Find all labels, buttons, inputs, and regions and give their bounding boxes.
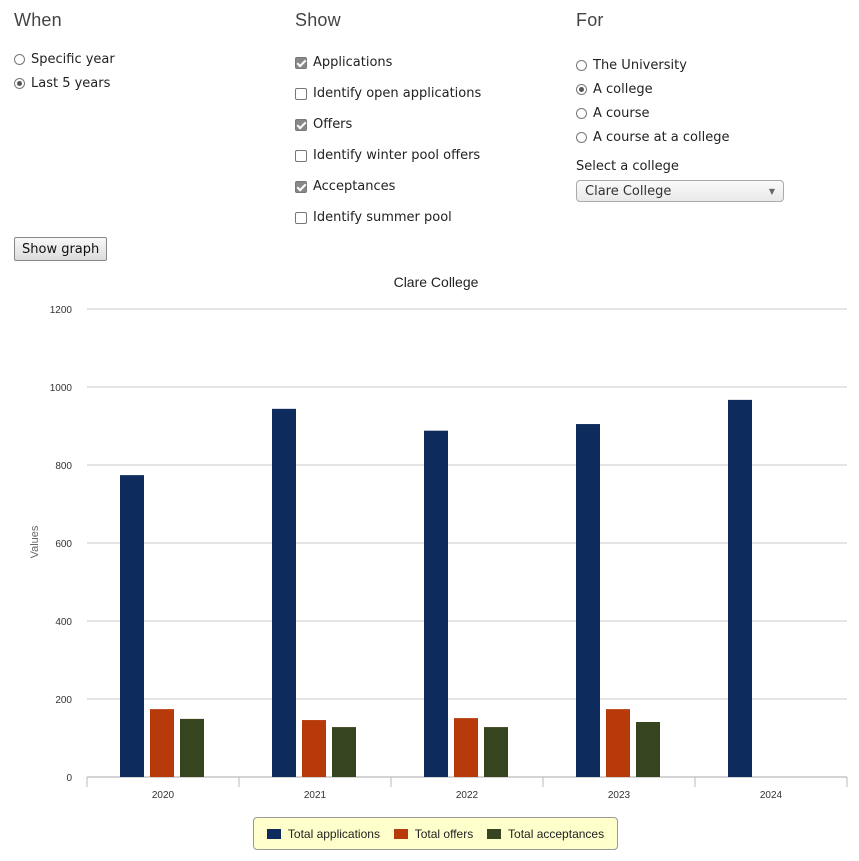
y-axis-ticks: 0 200 400 600 800 1000 1200 [50,305,73,784]
show-option-summer-pool[interactable]: Identify summer pool [295,202,565,233]
bar [424,430,448,777]
option-label: Identify summer pool [313,210,452,225]
chart-legend: Total applications Total offers Total ac… [253,817,618,850]
show-option-winter-pool[interactable]: Identify winter pool offers [295,140,565,171]
option-label: Acceptances [313,179,396,194]
bar-chart: Clare College 0 200 400 600 800 1000 1200 2020… [29,274,848,801]
legend-item: Total acceptances [487,827,604,841]
select-college-label: Select a college [576,159,679,174]
for-heading: For [576,10,604,30]
radio-icon[interactable] [576,131,587,143]
chevron-down-icon: ▼ [768,186,775,196]
when-section: When Specific year Last 5 years [14,10,274,95]
radio-icon[interactable] [576,59,587,71]
for-option-university[interactable]: The University [576,53,846,77]
bar [120,475,144,777]
x-tick-label: 2024 [760,790,783,801]
chart-gridlines [87,308,847,778]
show-option-applications[interactable]: Applications [295,47,565,78]
bar [272,408,296,777]
for-option-course-at-college[interactable]: A course at a college [576,125,846,149]
when-option-last-5-years[interactable]: Last 5 years [14,71,274,95]
bar [606,709,630,777]
checkbox-checked-icon[interactable] [295,180,307,193]
legend-swatch [487,828,502,839]
show-option-acceptances[interactable]: Acceptances [295,171,565,202]
checkbox-checked-icon[interactable] [295,118,307,131]
chart-bars [120,399,752,777]
option-label: A course [593,105,650,121]
y-tick-label: 400 [55,617,72,628]
show-section: Show Applications Identify open applicat… [295,10,565,233]
y-tick-label: 1200 [50,305,73,316]
bar [636,722,660,777]
option-label: The University [593,57,687,73]
x-axis-ticks: 2020 2021 2022 2023 2024 [86,777,848,801]
legend-label: Total acceptances [508,826,605,841]
x-tick-label: 2020 [152,790,175,801]
when-heading: When [14,10,62,30]
show-graph-button[interactable]: Show graph [14,237,108,261]
legend-swatch [393,828,408,839]
show-heading: Show [295,10,341,30]
y-tick-label: 1000 [50,383,73,394]
bar [728,399,752,777]
show-option-offers[interactable]: Offers [295,109,565,140]
option-label: Applications [313,55,393,70]
legend-item: Total applications [266,826,380,841]
checkbox-icon[interactable] [295,149,307,162]
y-axis-label: Values [29,525,41,558]
option-label: Identify winter pool offers [313,148,481,163]
for-option-course[interactable]: A course [576,101,846,125]
bar [302,720,326,777]
option-label: Specific year [31,51,115,67]
chart-title: Clare College [394,274,479,290]
bar [180,718,204,777]
radio-selected-icon[interactable] [576,83,587,95]
x-tick-label: 2021 [304,790,327,801]
y-tick-label: 0 [66,773,72,784]
when-option-specific-year[interactable]: Specific year [14,47,274,71]
for-options: The University A college A course A cour… [576,53,846,149]
for-option-college[interactable]: A college [576,77,846,101]
option-label: Last 5 years [31,75,111,91]
for-section: For The University A college A course A … [576,10,846,202]
x-tick-label: 2022 [456,790,479,801]
radio-icon[interactable] [14,53,25,65]
bar [332,727,356,777]
legend-label: Total offers [414,826,474,841]
x-tick-label: 2023 [608,790,631,801]
show-option-open-applications[interactable]: Identify open applications [295,78,565,109]
bar [484,727,508,777]
bar [576,424,600,777]
checkbox-icon[interactable] [295,211,307,224]
college-select[interactable]: Clare College ▼ [576,180,784,202]
legend-swatch [266,828,281,839]
radio-selected-icon[interactable] [14,77,25,89]
option-label: A college [593,81,653,97]
y-tick-label: 800 [55,461,72,472]
radio-icon[interactable] [576,107,587,119]
option-label: Offers [313,117,353,132]
bar [150,709,174,777]
checkbox-icon[interactable] [295,87,307,100]
option-label: A course at a college [593,129,730,145]
college-select-value: Clare College [585,183,672,199]
legend-item: Total offers [393,826,474,841]
checkbox-checked-icon[interactable] [295,56,307,69]
bar [454,718,478,777]
option-label: Identify open applications [313,86,482,101]
y-tick-label: 600 [55,539,72,550]
legend-label: Total applications [287,826,380,841]
y-tick-label: 200 [55,695,72,706]
